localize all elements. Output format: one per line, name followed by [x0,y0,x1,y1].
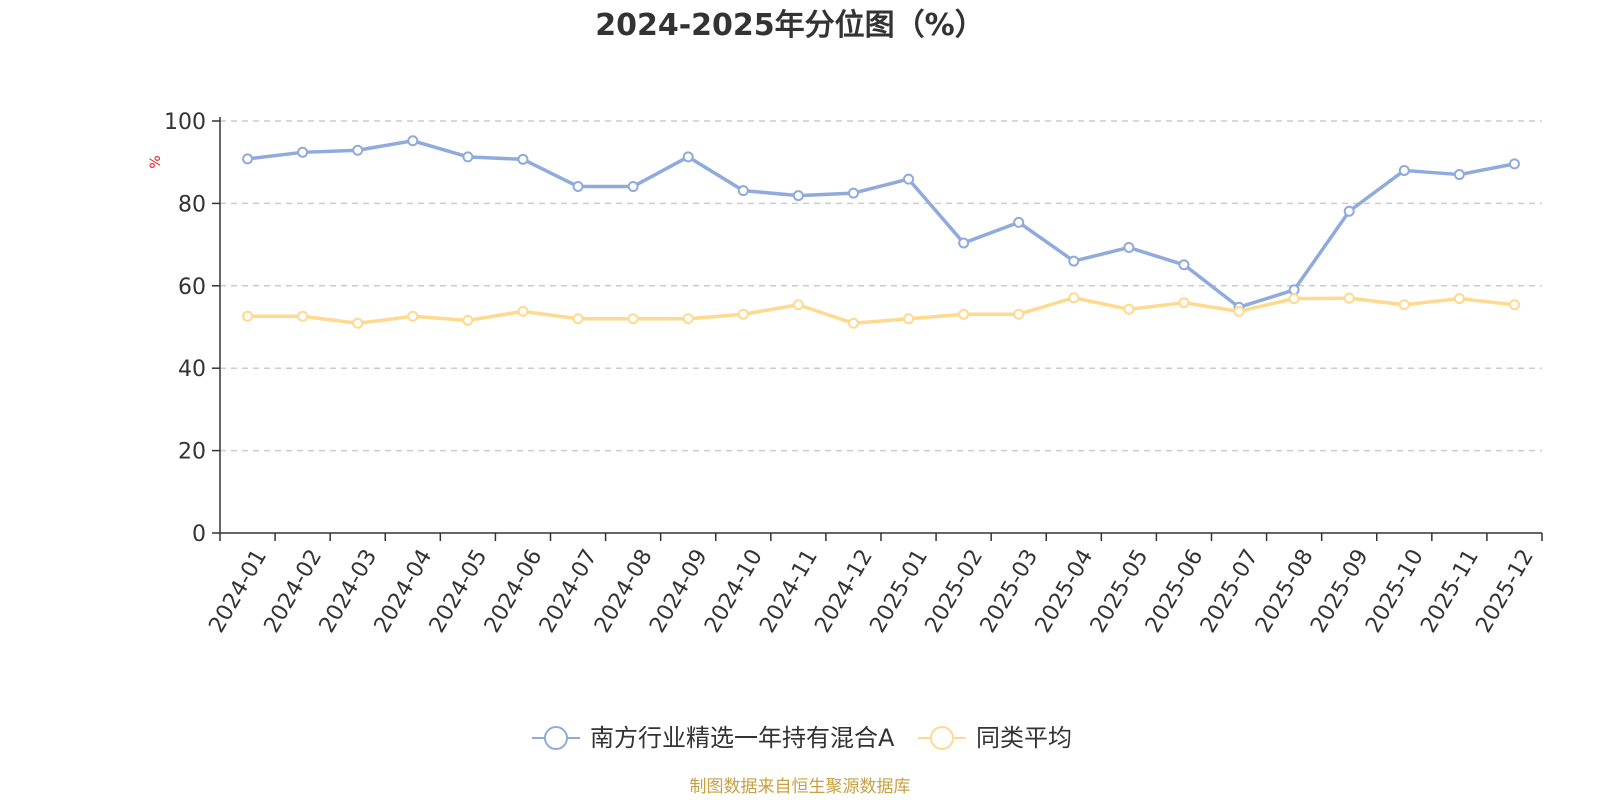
data-point[interactable] [1013,216,1025,228]
data-point[interactable] [1013,308,1025,320]
data-point[interactable] [297,310,309,322]
data-point[interactable] [1068,255,1080,267]
data-point[interactable] [682,151,694,163]
legend-item-2[interactable]: 同类平均 [918,724,1072,752]
data-point[interactable] [572,181,584,193]
source-note: 制图数据来自恒生聚源数据库 [690,777,911,797]
data-point[interactable] [847,317,859,329]
legend-label: 同类平均 [976,724,1072,752]
y-tick-label: 0 [192,522,206,547]
data-point[interactable] [407,135,419,147]
y-tick-label: 60 [178,275,206,300]
y-axis-label: % [148,155,164,168]
series-2 [242,292,1520,329]
data-point[interactable] [1398,164,1410,176]
series-line [245,139,1517,309]
data-point[interactable] [737,308,749,320]
data-point[interactable] [1343,292,1355,304]
data-point[interactable] [903,313,915,325]
legend-marker [930,726,954,750]
data-point[interactable] [682,313,694,325]
data-point[interactable] [1288,284,1300,296]
data-point[interactable] [1233,305,1245,317]
data-point[interactable] [958,308,970,320]
legend[interactable]: 南方行业精选一年持有混合A 同类平均 [532,724,1072,752]
series-line [245,295,1517,326]
data-point[interactable] [572,313,584,325]
legend-marker [544,726,568,750]
y-tick-label: 40 [178,357,206,382]
data-point[interactable] [1343,205,1355,217]
data-point[interactable] [462,151,474,163]
grid-lines [220,120,1542,452]
series-1 [242,135,1520,313]
data-point[interactable] [1068,292,1080,304]
data-point[interactable] [1398,299,1410,311]
data-point[interactable] [1178,259,1190,271]
data-point[interactable] [1123,303,1135,315]
chart-title: 2024-2025年分位图（%） [595,8,985,43]
data-point[interactable] [242,153,254,165]
data-point[interactable] [792,299,804,311]
data-point[interactable] [352,144,364,156]
data-point[interactable] [1453,293,1465,305]
data-point[interactable] [352,317,364,329]
data-point[interactable] [462,314,474,326]
legend-item-1[interactable]: 南方行业精选一年持有混合A [532,724,895,752]
data-point[interactable] [407,310,419,322]
data-point[interactable] [958,237,970,249]
legend-label: 南方行业精选一年持有混合A [590,724,895,752]
data-point[interactable] [847,187,859,199]
data-point[interactable] [903,173,915,185]
data-point[interactable] [517,153,529,165]
y-tick-label: 20 [178,440,206,465]
data-point[interactable] [1288,293,1300,305]
data-point[interactable] [627,181,639,193]
data-point[interactable] [792,190,804,202]
data-point[interactable] [627,313,639,325]
series-lines [242,135,1520,329]
data-point[interactable] [1508,299,1520,311]
y-tick-label: 80 [178,192,206,217]
data-point[interactable] [737,185,749,197]
data-point[interactable] [517,305,529,317]
data-point[interactable] [297,146,309,158]
data-point[interactable] [1508,158,1520,170]
data-point[interactable] [1123,241,1135,253]
y-tick-label: 100 [164,110,206,135]
data-point[interactable] [242,310,254,322]
data-point[interactable] [1178,297,1190,309]
data-point[interactable] [1453,169,1465,181]
